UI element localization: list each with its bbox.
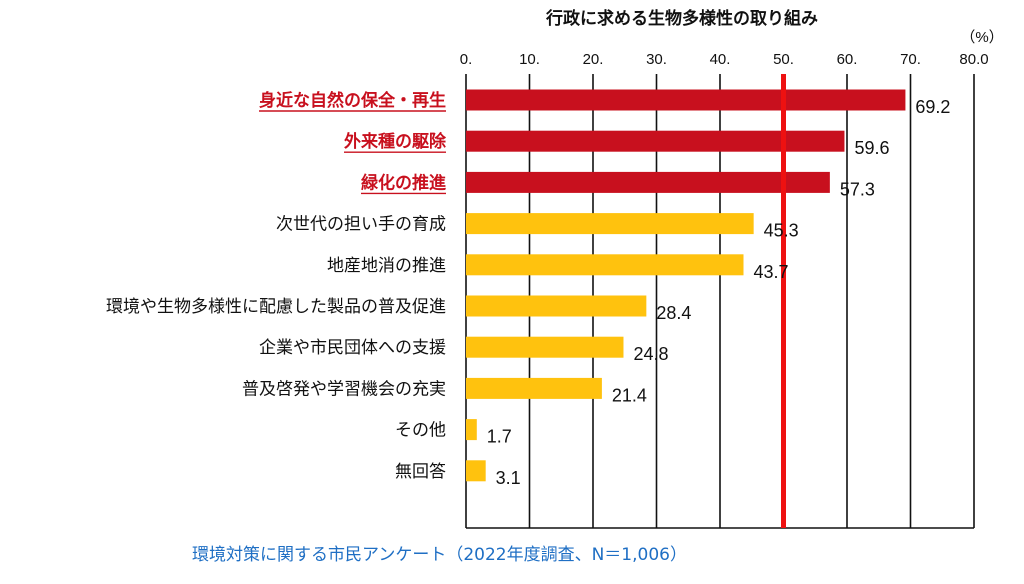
category-label: 身近な自然の保全・再生 [259, 90, 446, 111]
category-label: 企業や市民団体への支援 [259, 338, 446, 358]
bar [466, 130, 845, 152]
x-tick-label: 50. [773, 51, 794, 68]
bar [466, 460, 486, 482]
bar [466, 336, 624, 358]
x-tick-label: 30. [646, 51, 667, 68]
chart-title: 行政に求める生物多様性の取り組み [545, 8, 818, 29]
category-label: 次世代の担い手の育成 [276, 215, 446, 235]
category-label: 無回答 [395, 462, 446, 482]
bar [466, 213, 754, 235]
value-label: 21.4 [612, 385, 647, 405]
x-tick-label: 70. [900, 51, 921, 68]
category-label: 緑化の推進 [361, 172, 446, 193]
value-label: 69.2 [915, 97, 950, 117]
category-label: 地産地消の推進 [327, 256, 446, 276]
category-label: 普及啓発や学習機会の充実 [242, 379, 446, 399]
bar [466, 419, 477, 441]
bar [466, 254, 744, 276]
category-label: 外来種の駆除 [344, 131, 447, 152]
x-tick-label: 80.0 [959, 51, 988, 68]
value-label: 24.8 [633, 344, 668, 364]
category-label: その他 [395, 421, 446, 441]
value-label: 57.3 [840, 179, 875, 199]
value-label: 45.3 [764, 221, 799, 241]
bar [466, 89, 906, 111]
bars [466, 89, 906, 482]
value-label: 28.4 [656, 303, 691, 323]
bar [466, 171, 830, 193]
value-label: 1.7 [487, 427, 512, 447]
x-tick-label: 40. [710, 51, 731, 68]
bar [466, 377, 602, 399]
x-tick-label: 60. [837, 51, 858, 68]
source-caption-text: 環境対策に関する市民アンケート（2022年度調査、N＝1,006） [192, 545, 687, 565]
value-label: 3.1 [496, 468, 521, 488]
x-tick-label: 10. [519, 51, 540, 68]
category-label: 環境や生物多様性に配慮した製品の普及促進 [106, 297, 446, 317]
value-label: 59.6 [854, 138, 889, 158]
x-tick-label: 20. [583, 51, 604, 68]
x-tick-label: 0. [460, 51, 473, 68]
value-labels: 69.2 59.6 57.3 45.3 43.7 28.4 24.8 21.4 1.7 3.1 [487, 97, 951, 488]
x-axis-ticks: 0. 10. 20. 30. 40. 50. 60. 70. 80.0 [460, 51, 989, 68]
value-label: 43.7 [753, 262, 788, 282]
category-labels: 身近な自然の保全・再生外来種の駆除緑化の推進次世代の担い手の育成地産地消の推進環… [106, 90, 447, 482]
unit-label: （%） [960, 29, 1003, 46]
bar [466, 295, 647, 317]
